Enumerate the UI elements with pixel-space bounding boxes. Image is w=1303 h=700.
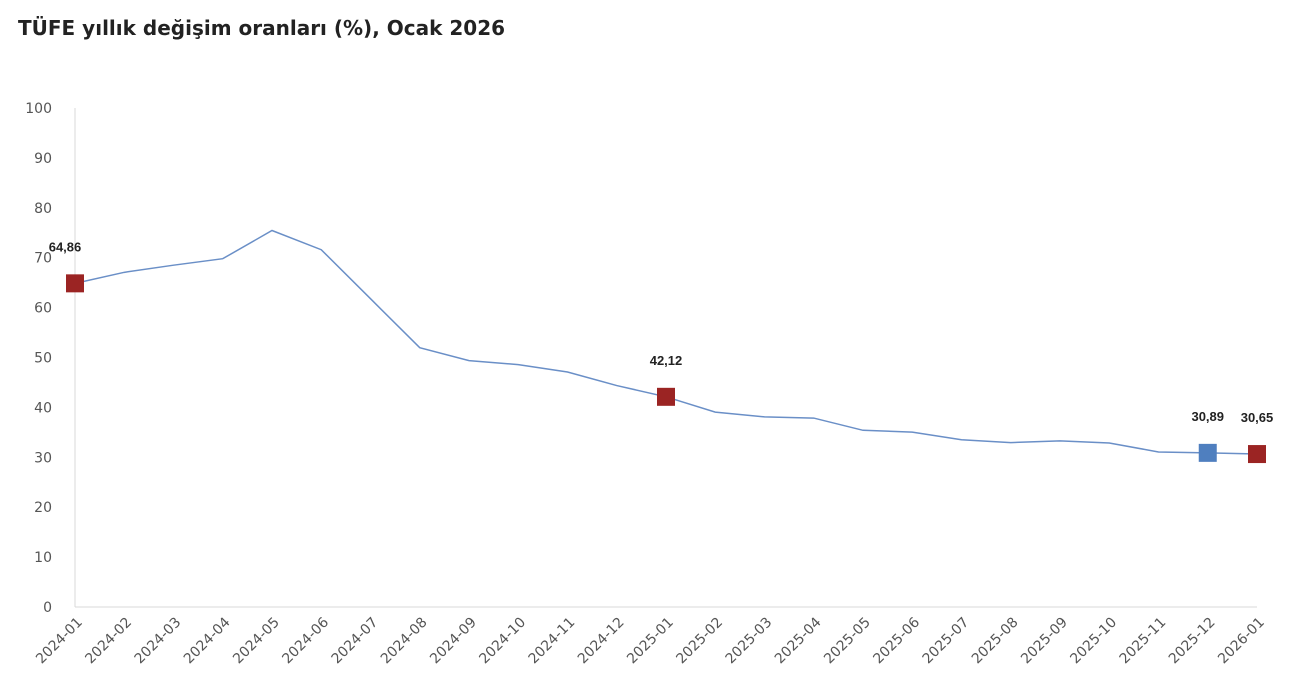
- y-tick-label: 50: [34, 351, 52, 367]
- x-tick-label: 2025-01: [624, 615, 677, 668]
- x-tick-label: 2024-11: [526, 615, 579, 668]
- x-tick-label: 2024-05: [230, 615, 283, 668]
- highlight-marker: [657, 387, 675, 406]
- x-tick-label: 2024-02: [82, 615, 135, 668]
- x-tick-label: 2024-08: [378, 615, 431, 668]
- x-tick-label: 2025-10: [1067, 615, 1120, 668]
- y-tick-label: 60: [34, 301, 52, 317]
- data-label: 64,86: [49, 239, 82, 254]
- x-tick-label: 2025-08: [969, 615, 1022, 668]
- y-tick-label: 40: [34, 400, 52, 416]
- y-tick-label: 0: [43, 600, 52, 616]
- x-tick-label: 2024-06: [279, 614, 332, 667]
- y-tick-label: 80: [34, 201, 52, 217]
- highlight-marker: [66, 274, 84, 293]
- x-tick-label: 2025-03: [723, 615, 776, 668]
- x-tick-label: 2026-01: [1215, 615, 1268, 668]
- highlight-marker: [1198, 443, 1217, 462]
- x-tick-label: 2025-06: [870, 614, 923, 667]
- data-label: 30,65: [1241, 410, 1274, 425]
- x-tick-label: 2025-11: [1117, 615, 1170, 668]
- x-tick-label: 2025-02: [673, 615, 726, 668]
- y-tick-label: 20: [34, 500, 52, 516]
- series-line: [74, 229, 1258, 455]
- x-tick-label: 2024-04: [181, 614, 234, 667]
- y-tick-label: 90: [34, 151, 52, 167]
- x-tick-label: 2024-10: [476, 615, 529, 668]
- chart-title: TÜFE yıllık değişim oranları (%), Ocak 2…: [18, 16, 506, 40]
- y-tick-label: 30: [34, 450, 52, 466]
- data-label: 42,12: [650, 353, 683, 368]
- x-tick-label: 2024-07: [329, 615, 382, 668]
- x-tick-label: 2025-09: [1018, 615, 1071, 668]
- x-tick-label: 2024-01: [33, 615, 86, 668]
- x-tick-label: 2024-09: [427, 615, 480, 668]
- y-tick-label: 10: [34, 550, 52, 566]
- highlight-marker: [1248, 445, 1266, 464]
- x-tick-label: 2025-07: [920, 615, 973, 668]
- y-tick-label: 100: [25, 101, 52, 117]
- x-tick-label: 2025-04: [772, 614, 825, 667]
- x-tick-label: 2025-12: [1166, 615, 1219, 668]
- x-tick-label: 2024-03: [132, 615, 185, 668]
- x-tick-label: 2024-12: [575, 615, 628, 668]
- y-tick-label: 70: [34, 251, 52, 267]
- x-tick-label: 2025-05: [821, 615, 874, 668]
- data-label: 30,89: [1191, 409, 1224, 424]
